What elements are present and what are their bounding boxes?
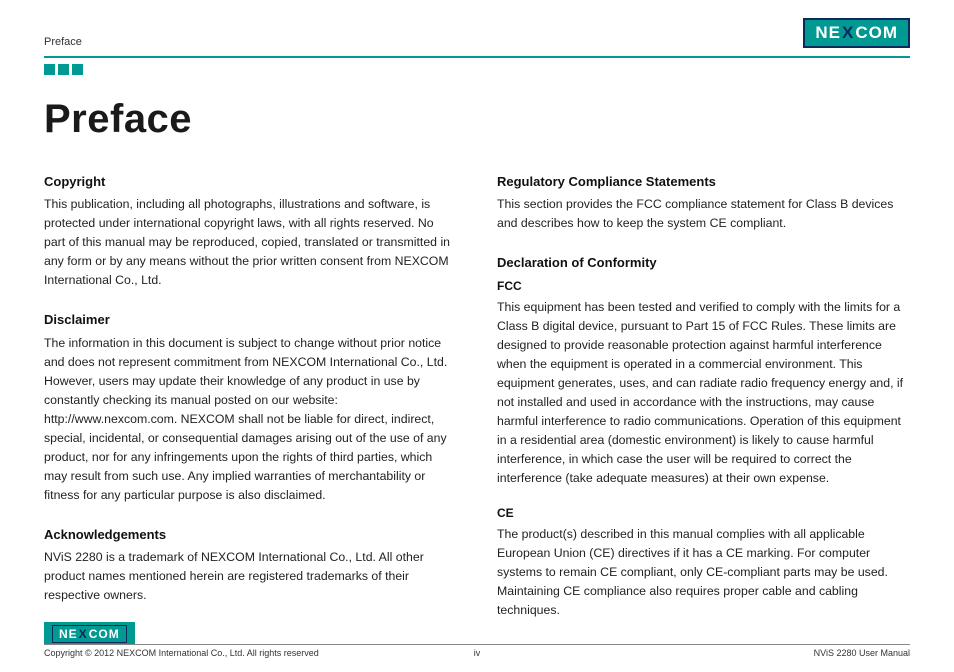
footer-page-num: iv — [474, 648, 481, 658]
reg-body: This section provides the FCC compliance… — [497, 195, 910, 233]
right-column: Regulatory Compliance Statements This se… — [497, 172, 910, 622]
disclaimer-heading: Disclaimer — [44, 310, 457, 330]
copyright-body: This publication, including all photogra… — [44, 195, 457, 290]
logo-part-com: COM — [89, 627, 120, 641]
fcc-label: FCC — [497, 277, 910, 296]
ce-label: CE — [497, 504, 910, 523]
logo-part-x: X — [78, 627, 89, 641]
page-footer: NEXCOM Copyright © 2012 NEXCOM Internati… — [44, 622, 910, 658]
page-title: Preface — [44, 97, 910, 142]
decorative-squares — [44, 64, 910, 75]
left-column: Copyright This publication, including al… — [44, 172, 457, 622]
nexcom-logo-bottom: NEXCOM — [52, 625, 127, 643]
header-section-label: Preface — [44, 36, 82, 48]
header-rule — [44, 56, 910, 58]
reg-heading: Regulatory Compliance Statements — [497, 172, 910, 192]
doc-heading: Declaration of Conformity — [497, 253, 910, 273]
ce-body: The product(s) described in this manual … — [497, 525, 910, 620]
content-columns: Copyright This publication, including al… — [44, 172, 910, 622]
footer-manual: NViS 2280 User Manual — [814, 648, 910, 658]
logo-part-ne: NE — [815, 23, 841, 43]
footer-copyright: Copyright © 2012 NEXCOM International Co… — [44, 648, 319, 658]
logo-part-x: X — [841, 23, 855, 43]
footer-logo-bar: NEXCOM — [44, 622, 135, 644]
fcc-body: This equipment has been tested and verif… — [497, 298, 910, 488]
nexcom-logo-top: NEXCOM — [803, 18, 910, 48]
logo-part-com: COM — [855, 23, 898, 43]
page-header: Preface NEXCOM — [44, 18, 910, 52]
copyright-heading: Copyright — [44, 172, 457, 192]
ack-body: NViS 2280 is a trademark of NEXCOM Inter… — [44, 548, 457, 605]
disclaimer-body: The information in this document is subj… — [44, 334, 457, 505]
logo-part-ne: NE — [59, 627, 78, 641]
ack-heading: Acknowledgements — [44, 525, 457, 545]
footer-row: Copyright © 2012 NEXCOM International Co… — [44, 645, 910, 658]
